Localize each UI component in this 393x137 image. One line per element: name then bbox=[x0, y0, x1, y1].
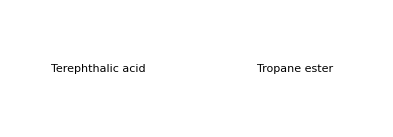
Text: Terephthalic acid: Terephthalic acid bbox=[51, 64, 145, 73]
Text: Tropane ester: Tropane ester bbox=[257, 64, 333, 73]
